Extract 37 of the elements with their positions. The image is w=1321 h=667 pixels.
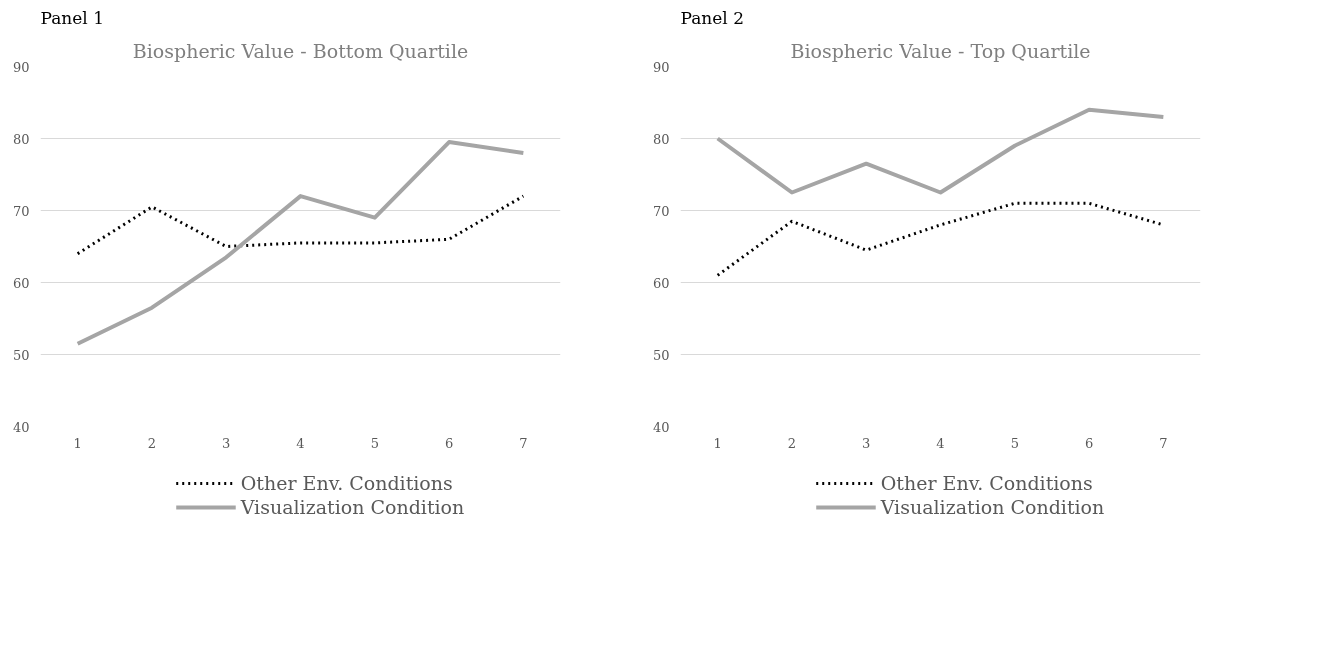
x-tick-label: 2 (787, 435, 797, 451)
y-tick-label: 50 (652, 347, 670, 363)
legend-label: Other Env. Conditions (880, 472, 1093, 494)
x-tick-label: 7 (1159, 435, 1168, 451)
legend-label: Visualization Condition (240, 496, 465, 518)
x-tick-label: 2 (147, 435, 157, 451)
legend-label: Visualization Condition (880, 496, 1105, 518)
x-tick-label: 1 (73, 435, 82, 451)
x-tick-label: 6 (1084, 435, 1094, 451)
line-series (75, 140, 526, 346)
legend-label: Other Env. Conditions (240, 472, 453, 494)
chart-title: Biospheric Value - Bottom Quartile (132, 39, 469, 62)
y-tick-label: 70 (12, 203, 30, 219)
y-tick-label: 80 (652, 131, 670, 147)
y-tick-label: 40 (12, 419, 30, 435)
y-tick-label: 40 (652, 419, 670, 435)
x-tick-label: 5 (370, 435, 379, 451)
y-tick-label: 90 (652, 59, 670, 75)
x-tick-label: 5 (1010, 435, 1019, 451)
line-series (715, 107, 1166, 195)
x-tick-label: 1 (713, 435, 722, 451)
y-tick-label: 70 (652, 203, 670, 219)
y-tick-label: 50 (12, 347, 30, 363)
x-tick-label: 3 (862, 435, 871, 451)
x-tick-label: 4 (936, 435, 945, 451)
x-tick-label: 6 (444, 435, 454, 451)
chart-title: Biospheric Value - Top Quartile (790, 39, 1091, 62)
x-tick-label: 3 (222, 435, 231, 451)
text: Panel 2 (680, 7, 744, 28)
y-tick-label: 60 (652, 275, 670, 291)
x-tick-label: 7 (519, 435, 528, 451)
x-tick-label: 4 (296, 435, 305, 451)
text: Panel 1 (40, 7, 104, 28)
y-tick-label: 80 (12, 131, 30, 147)
y-tick-label: 90 (12, 59, 30, 75)
y-tick-label: 60 (12, 275, 30, 291)
line-series (76, 194, 525, 256)
